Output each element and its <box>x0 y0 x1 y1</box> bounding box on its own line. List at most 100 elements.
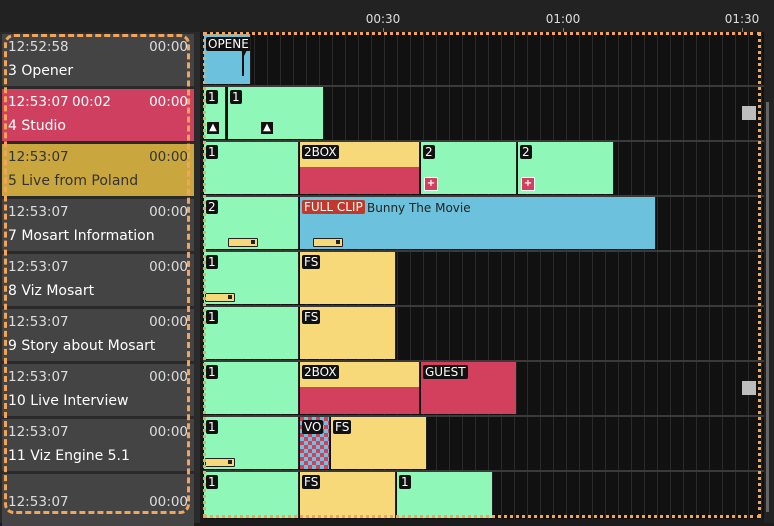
camera-tag: 1 <box>399 475 411 489</box>
camera-tag: 1 <box>206 145 218 159</box>
tick-mark <box>383 28 384 32</box>
mountain-icon: ▲ <box>207 122 219 134</box>
time-marker: 01:30 <box>724 12 760 26</box>
camera-tag: 1 <box>206 365 218 379</box>
row-clock: 12:53:07 <box>8 259 69 275</box>
graphic-block-fs[interactable]: FS <box>331 417 427 469</box>
row-divider <box>203 85 764 87</box>
row-clock: 12:53:07 <box>8 314 69 330</box>
scrollbar-thumb[interactable] <box>766 102 769 512</box>
tick-mark <box>742 28 743 32</box>
rundown-list: 12:52:58 00:00 3 Opener 12:53:07 00:02 0… <box>0 32 200 526</box>
row-title: 4 Studio <box>8 118 66 134</box>
row-title: 8 Viz Mosart <box>8 283 95 299</box>
row-title: 5 Live from Poland <box>8 173 139 189</box>
clip-block-opener[interactable]: OPENER <box>204 34 251 84</box>
graphic-tag: FS <box>302 310 321 324</box>
camera-tag: 1 <box>206 90 218 104</box>
playhead-icon <box>242 50 244 76</box>
graphic-tag: FS <box>302 475 321 489</box>
rundown-row-live-interview[interactable]: 12:53:07 00:00 10 Live Interview <box>2 364 194 416</box>
rundown-row-last[interactable]: 12:53:07 00:00 <box>2 474 194 526</box>
camera-block[interactable]: 2 <box>204 197 299 249</box>
camera-block[interactable]: 2 + <box>518 142 614 194</box>
row-elapsed: 00:02 <box>72 94 111 110</box>
camera-block[interactable]: 2 + <box>421 142 517 194</box>
graphic-tag: 2BOX <box>302 365 339 379</box>
row-clock: 12:53:07 <box>8 424 69 440</box>
graphic-block-fs[interactable]: FS <box>300 472 396 518</box>
clip-caption: Bunny The Movie <box>367 201 471 215</box>
mountain-icon: ▲ <box>261 122 273 134</box>
graphic-block-fs[interactable]: FS <box>300 252 396 304</box>
row-duration: 00:00 <box>149 259 188 275</box>
graphic-tag: 2BOX <box>302 145 339 159</box>
row-duration: 00:00 <box>149 94 188 110</box>
camera-block[interactable]: 1 ▲ <box>228 87 324 139</box>
rundown-row-studio[interactable]: 12:53:07 00:02 00:00 4 Studio <box>2 89 194 141</box>
row-duration: 00:00 <box>149 424 188 440</box>
row-divider <box>203 305 764 307</box>
rundown-row-viz-mosart[interactable]: 12:53:07 00:00 8 Viz Mosart <box>2 254 194 306</box>
row-title: 7 Mosart Information <box>8 228 155 244</box>
camera-block[interactable]: 1 <box>204 252 299 304</box>
time-marker: 01:00 <box>545 12 581 26</box>
camera-tag: 1 <box>206 475 218 489</box>
time-marker: 00:30 <box>365 12 401 26</box>
row-clock: 12:52:58 <box>8 39 69 55</box>
row-duration: 00:00 <box>149 204 188 220</box>
rundown-row-opener[interactable]: 12:52:58 00:00 3 Opener <box>2 34 194 86</box>
row-title: 11 Viz Engine 5.1 <box>8 448 130 464</box>
playhead-marker-icon <box>240 48 248 56</box>
graphic-block-2box[interactable]: 2BOX <box>300 362 420 414</box>
live-source-strip <box>300 167 419 194</box>
row-divider <box>203 360 764 362</box>
camera-tag: 1 <box>230 90 242 104</box>
row-duration: 00:00 <box>149 39 188 55</box>
row-clock: 12:53:07 <box>8 204 69 220</box>
row-title: 10 Live Interview <box>8 393 129 409</box>
camera-tag: 2 <box>520 145 532 159</box>
resize-grip-icon[interactable] <box>742 381 756 395</box>
row-clock: 12:53:07 <box>8 494 69 510</box>
vertical-scrollbar[interactable] <box>764 32 774 523</box>
row-duration: 00:00 <box>149 369 188 385</box>
tick-mark <box>563 28 564 32</box>
camera-tag: 2 <box>423 145 435 159</box>
camera-block[interactable]: 1 ▲ <box>204 87 226 139</box>
rundown-row-story[interactable]: 12:53:07 00:00 9 Story about Mosart <box>2 309 194 361</box>
rundown-row-viz-engine[interactable]: 12:53:07 00:00 11 Viz Engine 5.1 <box>2 419 194 471</box>
graphic-block-2box[interactable]: 2BOX <box>300 142 420 194</box>
camera-block[interactable]: 1 <box>204 307 299 359</box>
clip-block-fullclip[interactable]: FULL CLIP Bunny The Movie <box>300 197 656 249</box>
camera-block[interactable]: 1 <box>204 142 299 194</box>
camera-tag: 1 <box>206 310 218 324</box>
row-duration: 00:00 <box>149 149 188 165</box>
rundown-row-mosart-info[interactable]: 12:53:07 00:00 7 Mosart Information <box>2 199 194 251</box>
rundown-row-poland[interactable]: 12:53:07 00:00 5 Live from Poland <box>2 144 194 196</box>
resize-grip-icon[interactable] <box>742 106 756 120</box>
graphic-tag: FS <box>333 420 352 434</box>
timeline-header: 00:30 01:00 01:30 <box>0 0 774 32</box>
camera-block[interactable]: 1 <box>397 472 493 518</box>
camera-block[interactable]: 1 <box>204 472 299 518</box>
camera-tag: 1 <box>206 255 218 269</box>
row-title: 3 Opener <box>8 63 74 79</box>
camera-block[interactable]: 1 <box>204 417 299 469</box>
row-divider <box>203 195 764 197</box>
row-title: 9 Story about Mosart <box>8 338 156 354</box>
row-divider <box>203 470 764 472</box>
row-duration: 00:00 <box>149 314 188 330</box>
camera-block[interactable]: 1 <box>204 362 299 414</box>
row-clock: 12:53:07 <box>8 369 69 385</box>
live-tag: GUEST <box>423 365 468 379</box>
row-divider <box>203 415 764 417</box>
graphic-block-fs[interactable]: FS <box>300 307 396 359</box>
medical-cross-icon: + <box>521 177 535 191</box>
overlay-bar-icon <box>205 458 235 467</box>
voiceover-block[interactable]: VO <box>300 417 330 469</box>
live-block-guest[interactable]: GUEST <box>421 362 517 414</box>
clip-tag: OPENER <box>206 37 250 51</box>
row-divider <box>203 250 764 252</box>
vo-tag: VO <box>302 420 324 434</box>
